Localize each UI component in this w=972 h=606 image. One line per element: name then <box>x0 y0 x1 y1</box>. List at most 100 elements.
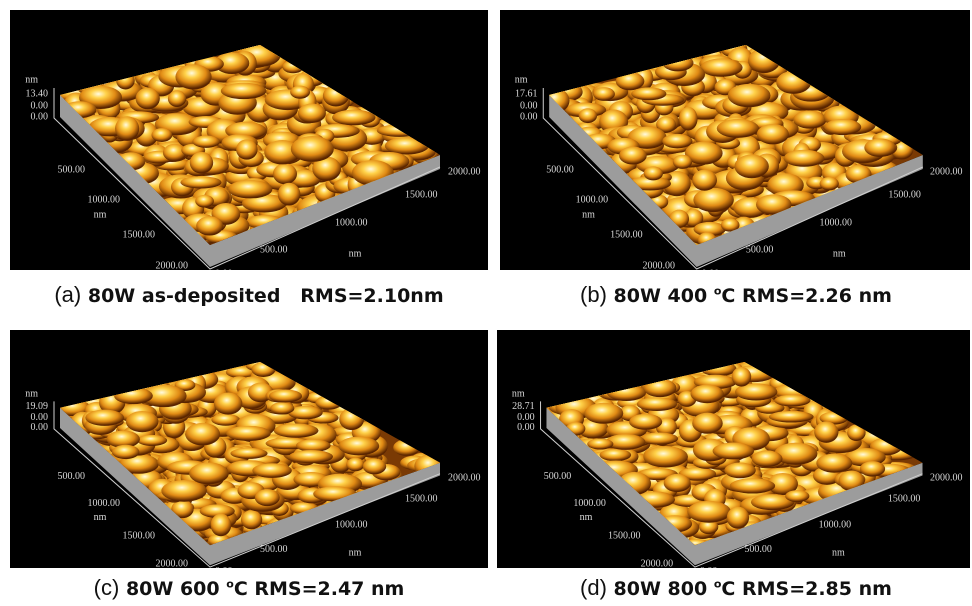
grain <box>221 83 267 99</box>
grain <box>816 454 852 473</box>
y-tick-label: 2000.00 <box>641 559 674 568</box>
grain <box>713 443 754 460</box>
grain <box>728 84 771 107</box>
grain <box>793 111 826 129</box>
grain <box>691 385 724 404</box>
grain <box>114 387 153 404</box>
grain <box>332 110 375 126</box>
grain <box>137 435 167 446</box>
grain <box>644 379 677 397</box>
grain <box>607 384 646 401</box>
grain <box>269 389 302 402</box>
grain <box>673 155 692 169</box>
z-unit: nm <box>25 388 38 399</box>
grain <box>211 414 240 426</box>
grain <box>180 176 221 188</box>
y-tick-label: 1000.00 <box>88 498 121 509</box>
caption-text: 80W as-deposited <box>88 285 281 307</box>
x-tick-label: 1000.00 <box>820 217 853 228</box>
grain <box>814 421 838 442</box>
grain <box>185 423 220 446</box>
grain <box>600 449 632 461</box>
grain <box>136 88 160 110</box>
grain <box>730 478 775 493</box>
grain <box>278 183 301 206</box>
x-tick-label: 2000.00 <box>448 166 481 177</box>
x-tick-label: 1500.00 <box>405 189 438 200</box>
grain <box>824 119 861 135</box>
x-tick-label: 1000.00 <box>819 519 852 530</box>
y-tick-label: 1500.00 <box>610 229 643 240</box>
grain <box>784 150 825 167</box>
grain <box>214 392 242 414</box>
grain <box>679 107 698 131</box>
grain <box>692 170 717 191</box>
grain <box>584 403 623 424</box>
y-tick-label: 1000.00 <box>573 498 606 509</box>
grain <box>785 490 809 502</box>
grain <box>748 48 780 73</box>
caption: (c) 80W 600 oC RMS=2.47 nm <box>10 575 488 601</box>
grain <box>196 216 223 235</box>
grain <box>236 139 258 159</box>
grain <box>190 152 213 174</box>
grain <box>687 501 731 523</box>
grain <box>640 432 678 444</box>
grain <box>377 124 422 136</box>
grain <box>195 195 214 208</box>
z-tick-label: 19.09 <box>26 401 49 412</box>
x-tick-label: 1500.00 <box>888 494 921 505</box>
y-tick-label: 1500.00 <box>123 229 156 240</box>
x-tick-label: 1500.00 <box>405 494 438 505</box>
grain <box>820 177 839 190</box>
grain <box>692 413 723 434</box>
x-tick-label: 1500.00 <box>888 189 921 200</box>
grain <box>662 134 692 148</box>
grain <box>662 55 693 72</box>
z-unit: nm <box>25 74 38 85</box>
grain <box>241 510 262 529</box>
z-unit: nm <box>512 388 525 399</box>
caption-text: 80W 400 <box>614 285 708 307</box>
grain <box>273 163 297 184</box>
x-tick-label: 0.00 <box>215 268 233 270</box>
grain <box>637 397 677 411</box>
y-tick-label: 1500.00 <box>123 530 156 541</box>
grain <box>226 426 271 441</box>
x-unit: nm <box>349 248 362 259</box>
caption-rms: C RMS=2.85 nm <box>721 578 892 600</box>
z-tick-label: 13.40 <box>26 88 49 99</box>
x-tick-label: 500.00 <box>260 244 288 255</box>
z-tick-label: 17.61 <box>515 88 538 99</box>
grain <box>644 166 663 180</box>
y-tick-label: 500.00 <box>544 471 572 482</box>
grain <box>393 439 420 456</box>
grain <box>776 71 811 94</box>
grain <box>619 147 647 165</box>
grain <box>189 462 228 484</box>
afm-panel: nm28.710.000.00500.001000.001500.002000.… <box>497 330 970 568</box>
y-unit: nm <box>94 512 107 523</box>
x-tick-label: 500.00 <box>260 544 288 555</box>
caption-rms: RMS=2.10nm <box>300 285 443 307</box>
caption-degree: o <box>226 578 234 591</box>
z-tick-label: 0.00 <box>520 100 538 111</box>
grain <box>126 411 159 432</box>
afm-surface: nm28.710.000.00500.001000.001500.002000.… <box>497 330 970 568</box>
z-tick-label: 28.71 <box>512 401 535 412</box>
grain <box>115 116 139 141</box>
y-tick-label: 1500.00 <box>608 530 641 541</box>
grain <box>587 438 613 449</box>
grain <box>579 108 597 123</box>
grain <box>339 408 364 430</box>
grain <box>291 136 334 162</box>
grain <box>255 489 280 506</box>
caption-text: 80W 800 <box>614 578 708 600</box>
y-unit: nm <box>94 209 107 220</box>
grain <box>282 60 304 73</box>
grain <box>346 458 364 472</box>
grain <box>290 86 310 99</box>
y-tick-label: 500.00 <box>58 471 86 482</box>
y-tick-label: 2000.00 <box>643 260 676 270</box>
